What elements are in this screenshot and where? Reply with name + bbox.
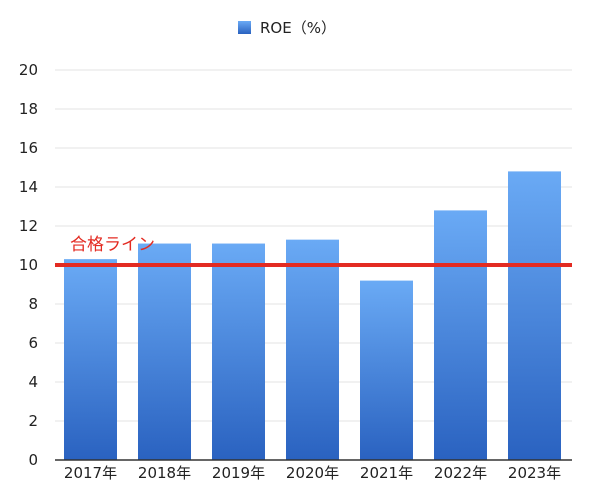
y-tick-label: 20 [19,61,38,79]
legend: ROE（%） [238,19,336,37]
bar-2021年 [360,280,413,460]
x-tick-label: 2023年 [508,464,561,482]
x-tick-label: 2021年 [360,464,413,482]
x-axis-tick-labels: 2017年 2018年 2019年 2020年 2021年 2022年 2023年 [64,464,561,482]
y-axis-tick-labels: 0 2 4 6 8 10 12 14 16 18 20 [19,61,38,469]
y-tick-label: 18 [19,100,38,118]
y-tick-label: 2 [28,412,38,430]
bar-2018年 [138,243,191,460]
bar-2023年 [508,171,561,460]
y-tick-label: 0 [28,451,38,469]
y-tick-label: 8 [28,295,38,313]
bar-2017年 [64,259,117,460]
x-tick-label: 2020年 [286,464,339,482]
reference-line-label: 合格ライン [70,235,155,255]
bar-2020年 [286,239,339,460]
y-tick-label: 4 [28,373,38,391]
y-tick-label: 10 [19,256,38,274]
bar-2022年 [434,210,487,460]
y-tick-label: 14 [19,178,38,196]
y-tick-label: 16 [19,139,38,157]
bars [64,171,561,460]
legend-swatch [238,21,251,34]
y-tick-label: 12 [19,217,38,235]
y-tick-label: 6 [28,334,38,352]
x-tick-label: 2018年 [138,464,191,482]
x-tick-label: 2017年 [64,464,117,482]
legend-label: ROE（%） [260,19,336,37]
reference-line-group: 合格ライン [55,235,572,267]
bar-2019年 [212,243,265,460]
x-tick-label: 2019年 [212,464,265,482]
x-tick-label: 2022年 [434,464,487,482]
